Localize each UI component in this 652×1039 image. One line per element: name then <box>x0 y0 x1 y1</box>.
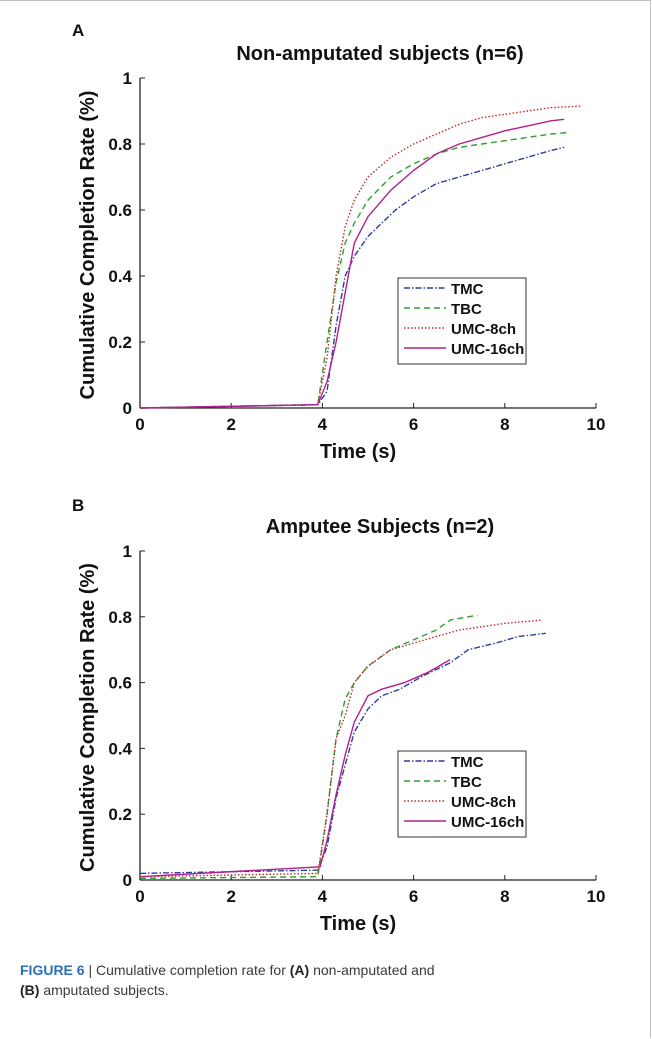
y-tick-label: 1 <box>123 69 132 88</box>
chart-title: Non-amputated subjects (n=6) <box>236 43 523 65</box>
legend: TMC TBC UMC-8ch UMC-16ch <box>397 750 527 838</box>
legend-box <box>397 750 527 838</box>
legend-entry: TBC <box>451 774 482 791</box>
y-tick-label: 0.4 <box>108 267 132 286</box>
series-line-tmc <box>139 146 565 409</box>
series-line-umc-8ch <box>139 619 542 878</box>
series-line-umc-8ch <box>139 105 583 409</box>
caption-separator: | <box>84 962 96 978</box>
series-line-tbc <box>139 614 478 880</box>
figure-label: FIGURE 6 <box>20 962 85 978</box>
x-tick-label: 8 <box>500 415 509 434</box>
series-line-tmc <box>139 632 546 875</box>
x-tick-label: 6 <box>409 887 418 906</box>
y-tick-label: 0.6 <box>108 201 132 220</box>
legend-entry: UMC-8ch <box>451 794 516 811</box>
series-line-tbc <box>139 131 569 409</box>
y-tick-label: 0.4 <box>108 739 132 758</box>
panel-label: B <box>72 496 84 515</box>
chart-title: Amputee Subjects (n=2) <box>266 516 494 538</box>
legend-entry: UMC-16ch <box>451 341 524 358</box>
y-axis-label: Cumulative Completion Rate (%) <box>77 91 99 400</box>
chart-panel-a: A Non-amputated subjects (n=6) 0 2 4 6 8 10 0 0.2… <box>72 21 605 463</box>
caption-text-3: amputated subjects. <box>39 982 169 998</box>
y-tick-label: 0.8 <box>108 135 132 154</box>
x-tick-label: 10 <box>587 415 606 434</box>
y-tick-label: 0 <box>123 399 132 418</box>
x-axis-label: Time (s) <box>320 913 396 935</box>
x-tick-label: 10 <box>587 887 606 906</box>
caption-ref-a: (A) <box>289 962 310 978</box>
x-tick-label: 0 <box>135 887 144 906</box>
legend-entry: UMC-16ch <box>451 814 524 831</box>
y-axis-label: Cumulative Completion Rate (%) <box>77 563 99 872</box>
x-tick-label: 2 <box>226 415 235 434</box>
caption-ref-b: (B) <box>20 982 40 998</box>
legend-box <box>397 277 527 365</box>
series-line-umc-16ch <box>139 658 451 878</box>
y-tick-label: 0.2 <box>108 333 132 352</box>
caption-text-1: Cumulative completion rate for <box>96 962 290 978</box>
x-tick-label: 4 <box>318 887 328 906</box>
x-tick-label: 0 <box>135 415 144 434</box>
x-tick-label: 6 <box>409 415 418 434</box>
legend-entry: TMC <box>451 281 484 298</box>
x-tick-label: 2 <box>226 887 235 906</box>
x-tick-label: 4 <box>318 415 328 434</box>
x-tick-label: 8 <box>500 887 509 906</box>
y-tick-label: 0.2 <box>108 805 132 824</box>
y-tick-label: 0 <box>123 871 132 890</box>
figure-caption: FIGURE 6 | Cumulative completion rate fo… <box>20 960 620 1000</box>
y-tick-label: 0.6 <box>108 674 132 693</box>
x-axis-label: Time (s) <box>320 441 396 463</box>
series-line-umc-16ch <box>139 118 565 409</box>
chart-panel-b: B Amputee Subjects (n=2) 0 2 4 6 8 10 0 0.2 0.4 0.6… <box>72 496 605 935</box>
legend-entry: UMC-8ch <box>451 321 516 338</box>
y-tick-label: 1 <box>123 542 132 561</box>
legend: TMC TBC UMC-8ch UMC-16ch <box>397 277 527 365</box>
y-tick-label: 0.8 <box>108 608 132 627</box>
legend-entry: TMC <box>451 754 484 771</box>
legend-entry: TBC <box>451 301 482 318</box>
panel-label: A <box>72 21 84 40</box>
caption-text-2: non-amputated and <box>309 962 435 978</box>
